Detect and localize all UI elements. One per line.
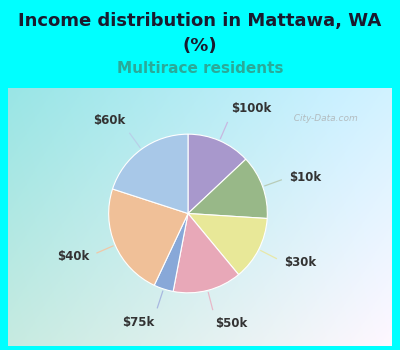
Text: (%): (%) [183, 37, 217, 55]
Text: $10k: $10k [289, 171, 321, 184]
Wedge shape [112, 134, 188, 214]
Text: $60k: $60k [93, 114, 125, 127]
Wedge shape [173, 214, 238, 293]
Wedge shape [188, 134, 246, 214]
Text: Income distribution in Mattawa, WA: Income distribution in Mattawa, WA [18, 12, 382, 30]
Text: $75k: $75k [122, 316, 155, 329]
Wedge shape [109, 189, 188, 285]
Text: City-Data.com: City-Data.com [288, 114, 358, 123]
Text: $40k: $40k [57, 250, 90, 262]
Wedge shape [188, 159, 267, 218]
Text: $100k: $100k [231, 102, 271, 115]
Text: Multirace residents: Multirace residents [117, 61, 283, 76]
Text: $30k: $30k [284, 256, 316, 269]
Text: $50k: $50k [215, 317, 247, 330]
Wedge shape [154, 214, 188, 292]
Wedge shape [188, 214, 267, 275]
